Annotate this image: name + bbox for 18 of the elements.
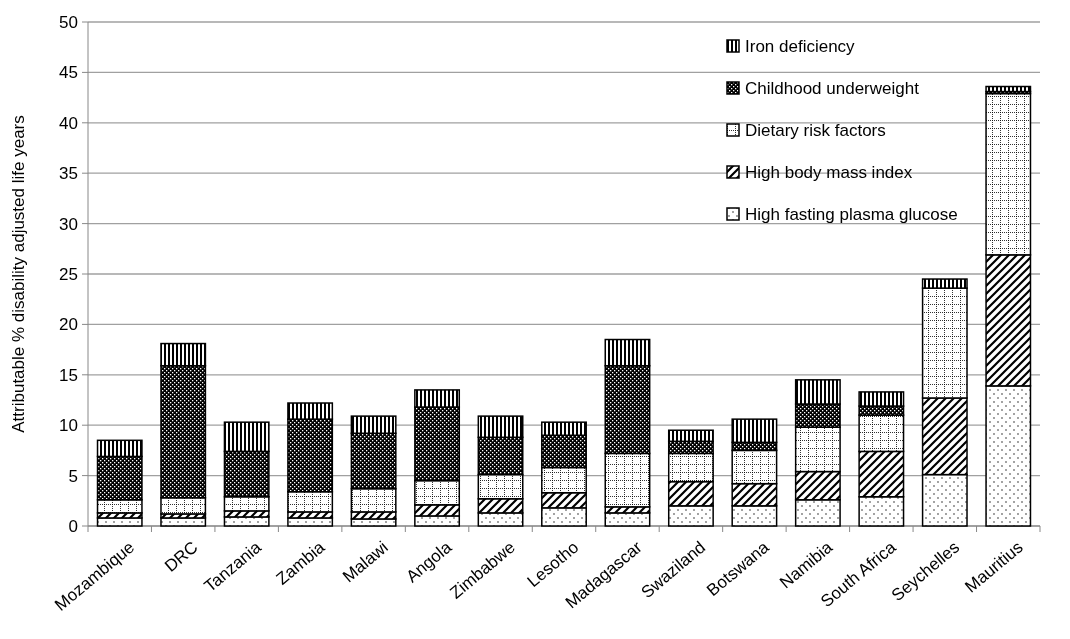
legend-label: High body mass index	[745, 162, 913, 182]
legend-label: Childhood underweight	[745, 78, 920, 98]
bar	[985, 85, 1032, 93]
y-tick-label: 10	[59, 416, 78, 436]
y-axis-title: Attributable % disability adjusted life years	[9, 115, 28, 433]
y-tick-label: 15	[59, 365, 78, 385]
y-tick-label: 25	[59, 264, 78, 284]
y-tick-label: 0	[68, 516, 78, 536]
y-tick-label: 50	[59, 12, 78, 32]
y-tick-label: 45	[59, 63, 78, 83]
y-tick-label: 30	[59, 214, 78, 234]
legend-label: Iron deficiency	[745, 36, 856, 56]
y-tick-label: 35	[59, 164, 78, 184]
y-tick-label: 40	[59, 113, 78, 133]
legend-label: Dietary risk factors	[745, 120, 886, 140]
y-tick-label: 5	[68, 466, 78, 486]
legend-label: High fasting plasma glucose	[745, 204, 958, 224]
y-tick-label: 20	[59, 315, 78, 335]
